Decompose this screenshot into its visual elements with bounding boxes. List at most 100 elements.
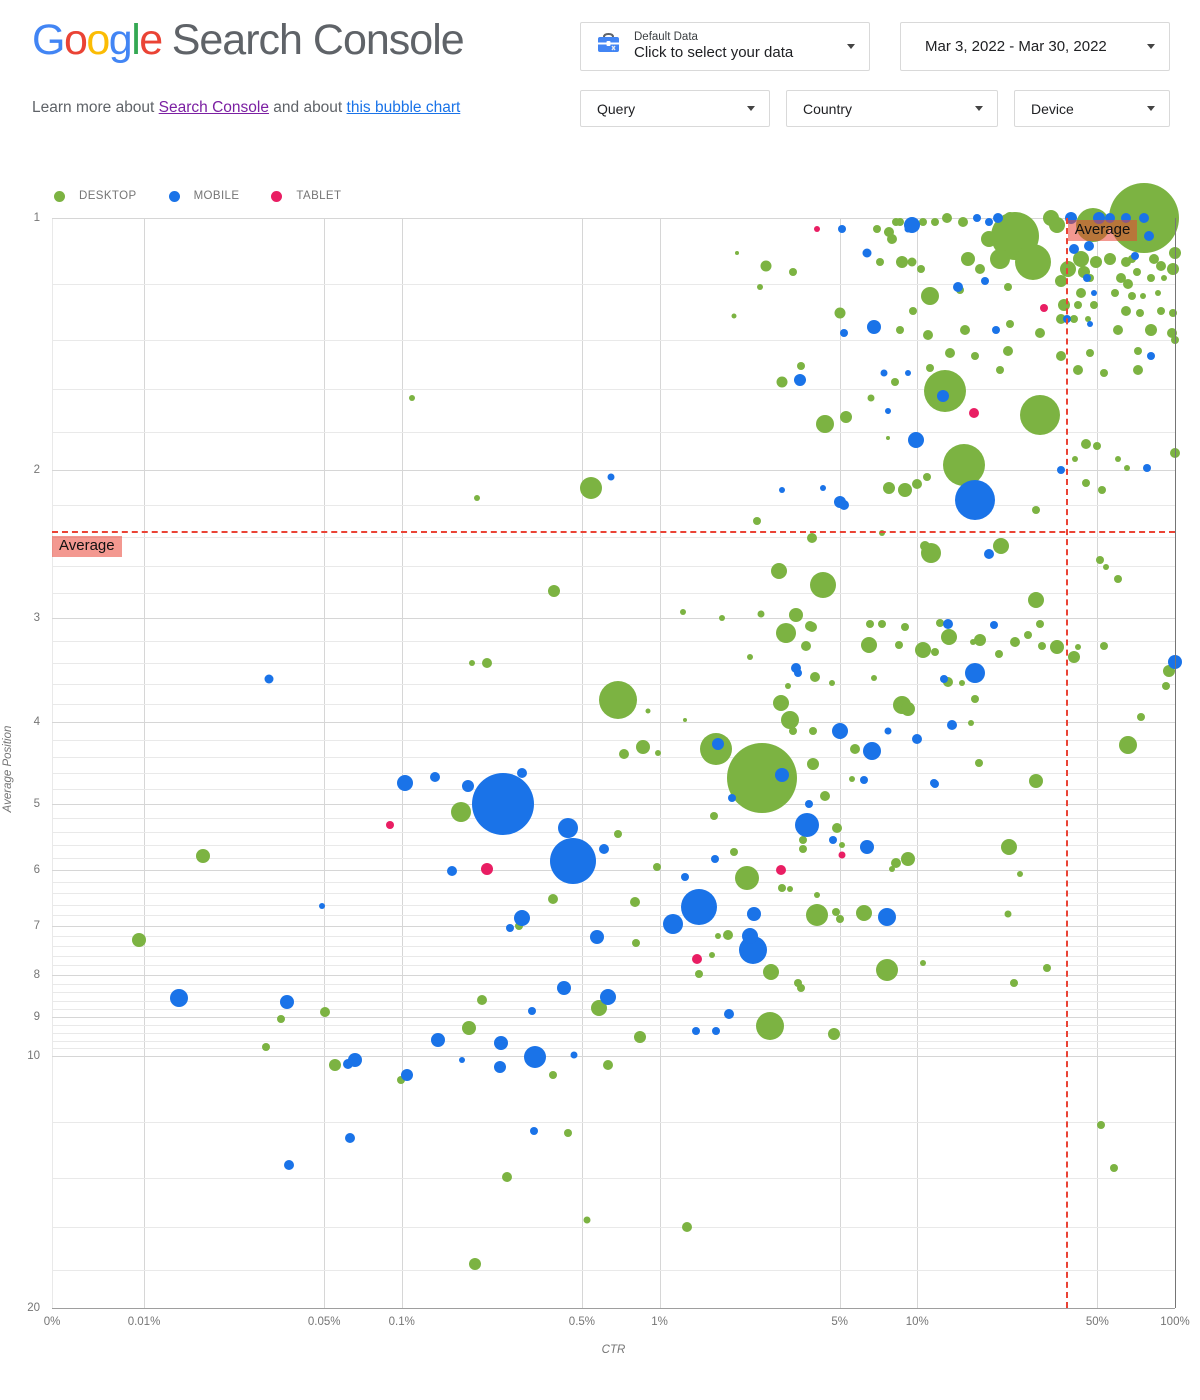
bubble-tablet[interactable] [775, 864, 786, 875]
bubble-desktop[interactable] [1020, 395, 1061, 436]
bubble-desktop[interactable] [945, 348, 955, 359]
bubble-desktop[interactable] [922, 473, 931, 482]
filter-country[interactable]: Country [786, 90, 998, 127]
bubble-desktop[interactable] [914, 642, 931, 659]
bubble-desktop[interactable] [602, 1060, 613, 1071]
bubble-mobile[interactable] [524, 1045, 547, 1068]
bubble-mobile[interactable] [859, 776, 868, 785]
bubble-desktop[interactable] [1072, 456, 1079, 463]
bubble-desktop[interactable] [1043, 963, 1052, 972]
bubble-mobile[interactable] [493, 1061, 506, 1074]
bubble-desktop[interactable] [468, 660, 475, 667]
bubble-desktop[interactable] [920, 287, 939, 306]
bubble-desktop[interactable] [865, 619, 874, 628]
bubble-mobile[interactable] [742, 927, 759, 944]
bubble-desktop[interactable] [806, 904, 829, 927]
bubble-desktop[interactable] [635, 740, 650, 755]
bubble-desktop[interactable] [908, 306, 917, 315]
bubble-desktop[interactable] [957, 216, 968, 227]
bubble-desktop[interactable] [762, 964, 779, 981]
bubble-mobile[interactable] [446, 865, 457, 876]
bubble-mobile[interactable] [908, 431, 925, 448]
bubble-desktop[interactable] [1072, 251, 1089, 268]
bubble-desktop[interactable] [1086, 349, 1095, 358]
bubble-desktop[interactable] [891, 857, 902, 868]
bubble-desktop[interactable] [878, 619, 887, 628]
bubble-desktop[interactable] [797, 361, 806, 370]
bubble-desktop[interactable] [943, 677, 954, 688]
bubble-desktop[interactable] [861, 636, 878, 653]
legend-item-desktop[interactable]: DESKTOP [54, 190, 137, 202]
bubble-mobile[interactable] [828, 836, 837, 845]
bubble-desktop[interactable] [261, 1043, 270, 1052]
bubble-desktop[interactable] [514, 922, 523, 931]
bubble-desktop[interactable] [1137, 712, 1146, 721]
bubble-desktop[interactable] [757, 610, 765, 618]
bubble-tablet[interactable] [385, 821, 394, 830]
bubble-mobile[interactable] [1143, 464, 1152, 473]
bubble-mobile[interactable] [937, 389, 950, 402]
bubble-tablet[interactable] [814, 225, 821, 232]
bubble-mobile[interactable] [1090, 290, 1097, 297]
bubble-mobile[interactable] [343, 1059, 354, 1070]
bubble-desktop[interactable] [896, 217, 905, 226]
bubble-desktop[interactable] [548, 1071, 557, 1080]
bubble-desktop[interactable] [807, 757, 820, 770]
bubble-desktop[interactable] [883, 229, 890, 236]
bubble-desktop[interactable] [798, 844, 807, 853]
bubble-mobile[interactable] [884, 408, 891, 415]
bubble-mobile[interactable] [839, 499, 850, 510]
bubble-desktop[interactable] [132, 933, 147, 948]
bubble-desktop[interactable] [481, 658, 492, 669]
bubble-desktop[interactable] [820, 790, 831, 801]
bubble-desktop[interactable] [786, 885, 793, 892]
bubble-desktop[interactable] [474, 495, 481, 502]
bubble-desktop[interactable] [629, 897, 640, 908]
bubble-desktop[interactable] [895, 256, 908, 269]
bubble-desktop[interactable] [1155, 290, 1162, 297]
bubble-desktop[interactable] [1104, 253, 1117, 266]
bubble-desktop[interactable] [1081, 478, 1090, 487]
bubble-desktop[interactable] [930, 217, 939, 226]
bubble-desktop[interactable] [633, 1031, 646, 1044]
bubble-mobile[interactable] [1131, 251, 1140, 260]
bubble-desktop[interactable] [990, 249, 1011, 270]
bubble-mobile[interactable] [1143, 230, 1154, 241]
bubble-desktop[interactable] [679, 608, 686, 615]
bubble-desktop[interactable] [598, 680, 637, 719]
bubble-desktop[interactable] [1099, 368, 1108, 377]
bubble-desktop[interactable] [451, 802, 472, 823]
bubble-desktop[interactable] [1099, 641, 1108, 650]
bubble-desktop[interactable] [960, 252, 975, 267]
bubble-desktop[interactable] [1038, 641, 1047, 650]
bubble-desktop[interactable] [1069, 315, 1078, 324]
bubble-mobile[interactable] [867, 320, 882, 335]
bubble-mobile[interactable] [779, 486, 786, 493]
bubble-desktop[interactable] [1115, 273, 1126, 284]
bubble-desktop[interactable] [1161, 275, 1168, 282]
bubble-desktop[interactable] [1123, 465, 1130, 472]
bubble-desktop[interactable] [409, 394, 416, 401]
bubble-mobile[interactable] [1105, 213, 1116, 223]
bubble-desktop[interactable] [1133, 365, 1144, 376]
bubble-mobile[interactable] [283, 1159, 294, 1170]
bubble-mobile[interactable] [819, 484, 826, 491]
bubble-desktop[interactable] [276, 1015, 285, 1024]
bubble-desktop[interactable] [1095, 556, 1104, 565]
bubble-desktop[interactable] [1003, 345, 1014, 356]
bubble-desktop[interactable] [753, 517, 762, 526]
bubble-mobile[interactable] [794, 668, 803, 677]
bubble-desktop[interactable] [1035, 327, 1046, 338]
bubble-mobile[interactable] [529, 1127, 538, 1136]
bubble-desktop[interactable] [1055, 314, 1066, 325]
bubble-desktop[interactable] [1004, 283, 1013, 292]
bubble-mobile[interactable] [904, 369, 911, 376]
bubble-desktop[interactable] [1010, 637, 1021, 648]
bubble-mobile[interactable] [904, 225, 912, 233]
bubble-desktop[interactable] [958, 680, 965, 687]
bubble-desktop[interactable] [816, 414, 835, 433]
bubble-desktop[interactable] [809, 571, 836, 598]
bubble-chart-link[interactable]: this bubble chart [346, 99, 461, 116]
bubble-desktop[interactable] [840, 411, 853, 424]
bubble-desktop[interactable] [501, 1171, 512, 1182]
